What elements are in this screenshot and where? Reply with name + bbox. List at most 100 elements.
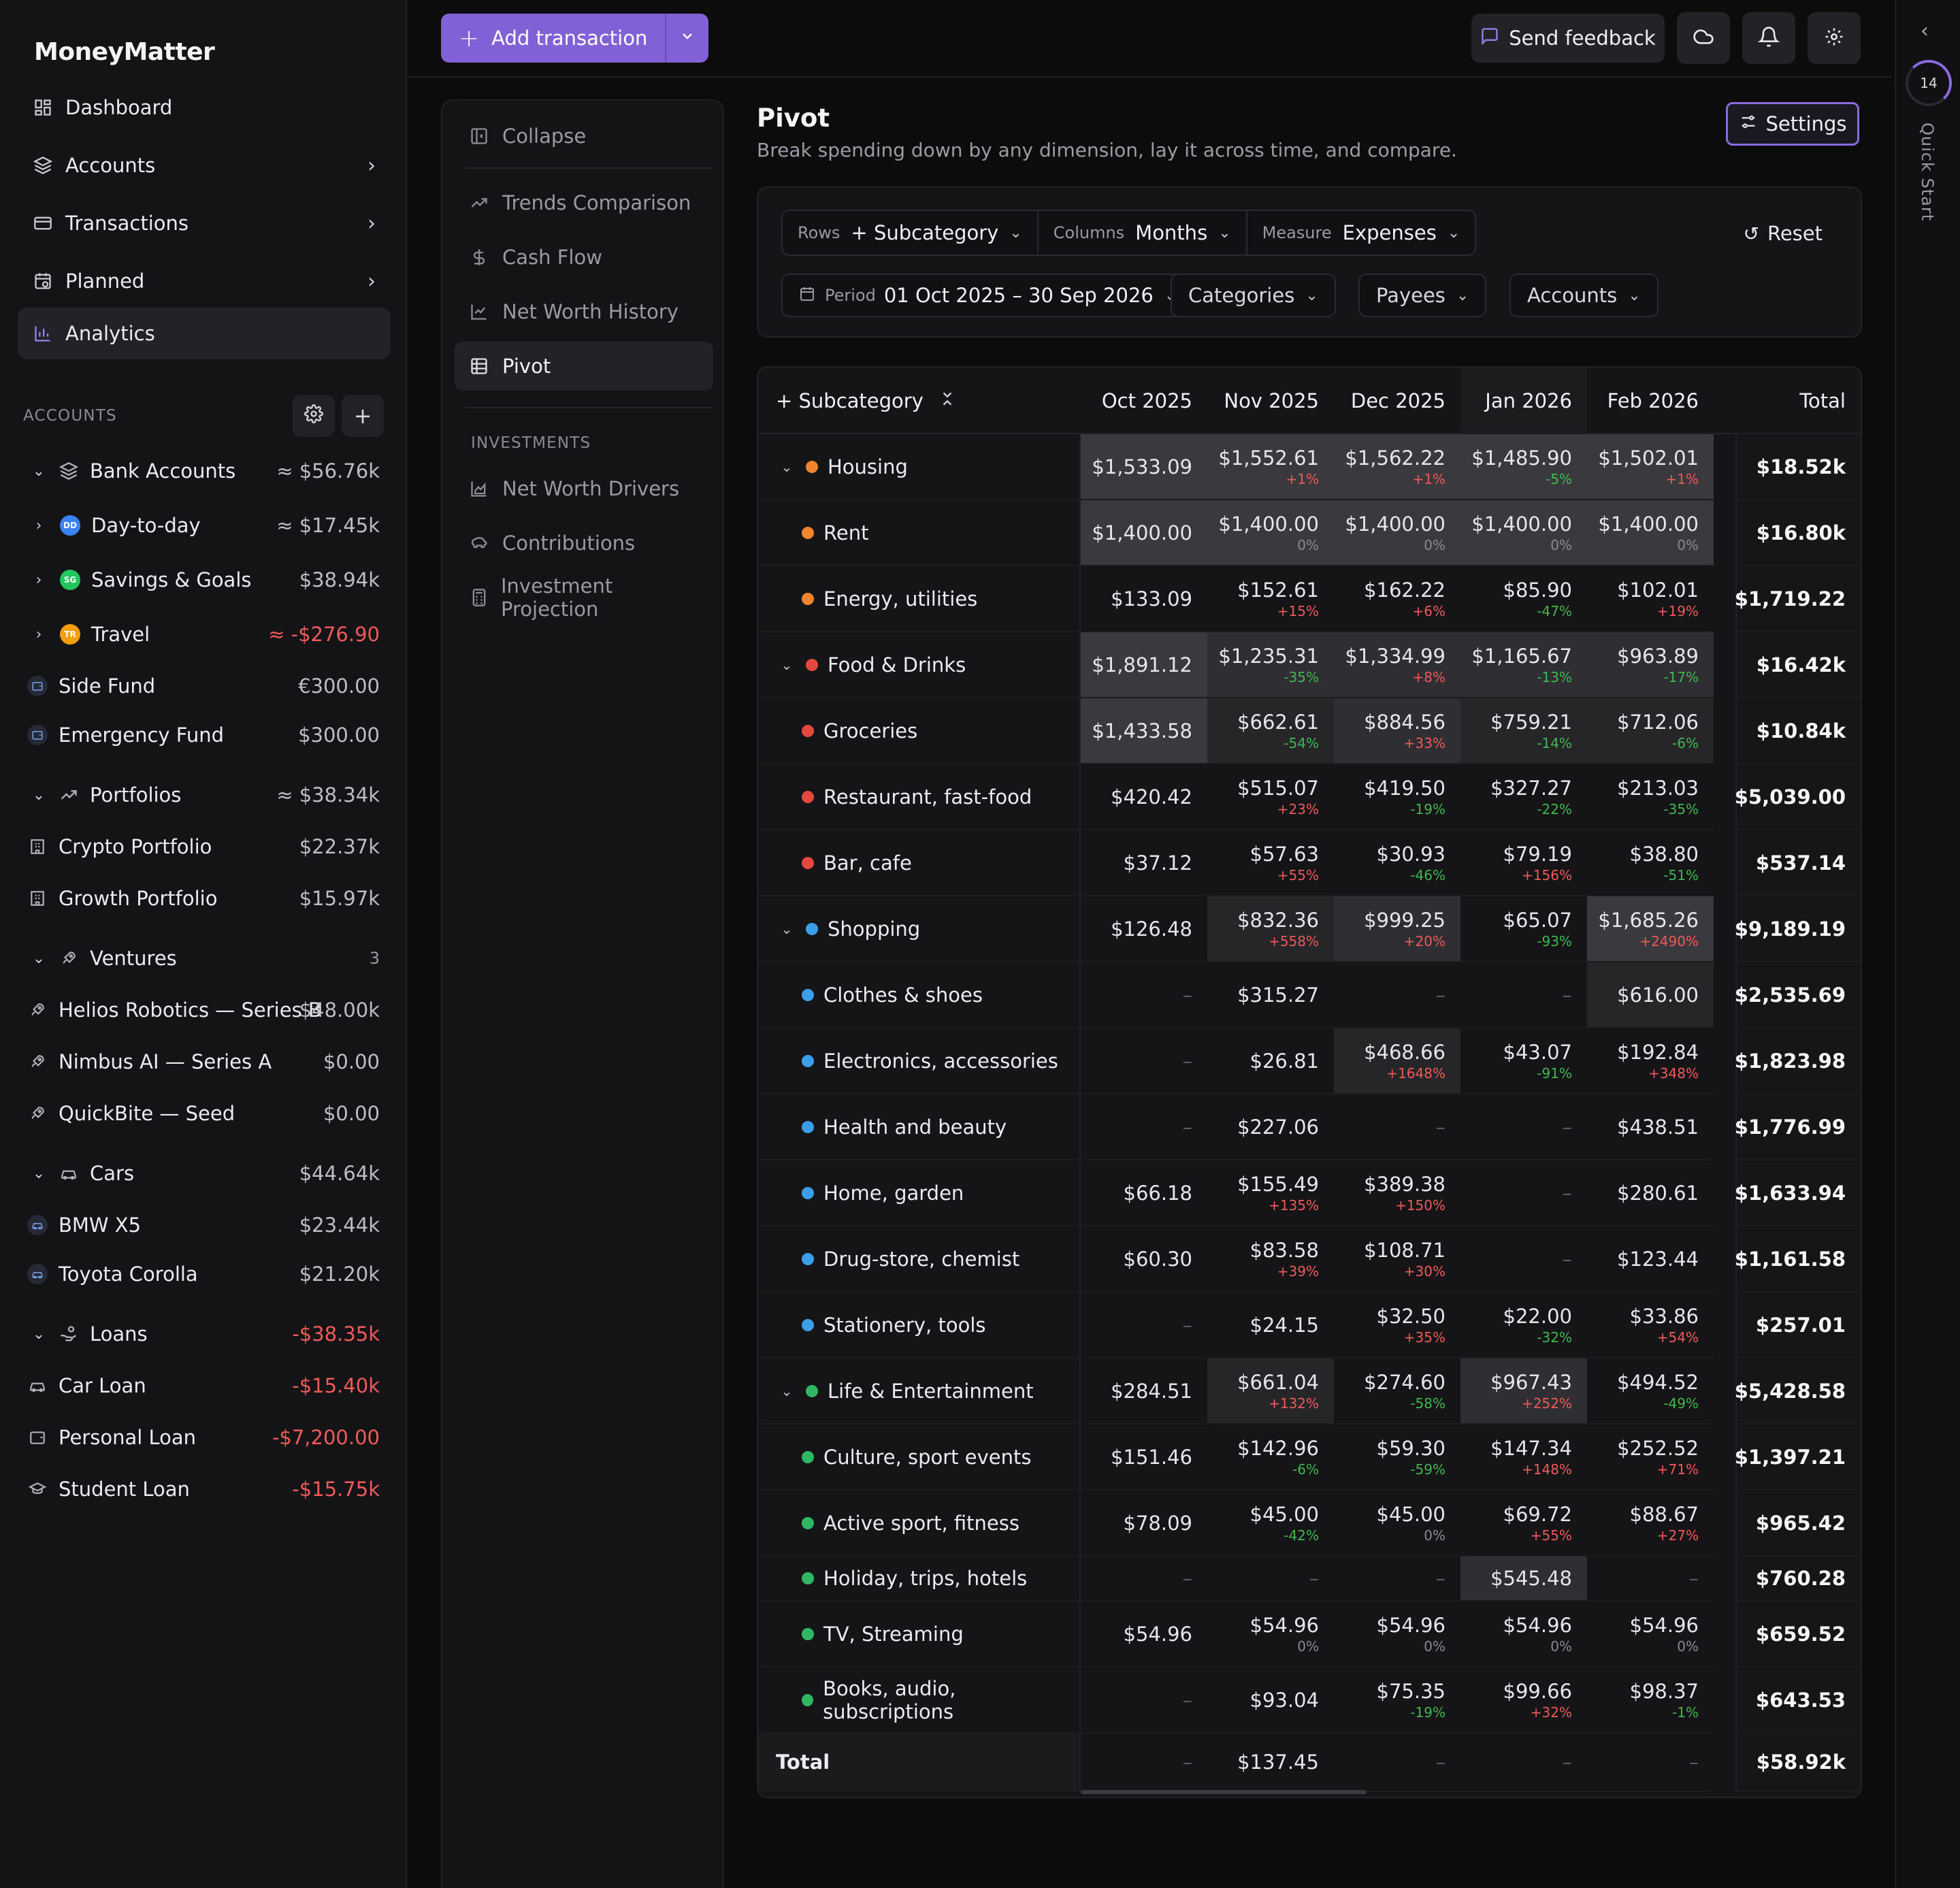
table-cell[interactable]: $999.25 +20% [1334,896,1460,962]
table-cell[interactable]: $123.44 [1587,1226,1714,1292]
table-group-row[interactable]: ⌄ Shopping $126.48 $832.36 +558% $999.25 +20% $… [758,896,1861,962]
table-row[interactable]: Clothes & shoes – $315.27 – – $616.00 $2,535.6… [758,962,1861,1028]
reset-button[interactable]: ↺ Reset [1744,222,1823,245]
accounts-settings-button[interactable] [293,395,335,437]
report-pivot[interactable]: Pivot [455,342,713,391]
table-cell[interactable]: $93.04 [1207,1667,1334,1734]
table-cell[interactable]: $45.00 0% [1334,1491,1460,1557]
chevron-right-icon[interactable]: › [35,571,42,589]
chevron-right-icon[interactable]: › [35,517,42,534]
table-cell[interactable]: $22.00 -32% [1460,1292,1587,1358]
table-cell[interactable]: $85.90 -47% [1460,566,1587,632]
table-cell[interactable]: $419.50 -19% [1334,764,1460,830]
table-cell[interactable]: $147.34 +148% [1460,1425,1587,1491]
table-cell[interactable]: $1,891.12 [1081,632,1207,698]
table-cell[interactable]: $54.96 0% [1587,1601,1714,1667]
column-header[interactable]: Dec 2025 [1350,389,1446,412]
chevron-down-icon[interactable]: ⌄ [32,1325,46,1343]
table-cell[interactable]: $967.43 +252% [1460,1358,1587,1425]
table-cell[interactable]: $274.60 -58% [1334,1358,1460,1425]
table-cell[interactable]: $151.46 [1081,1425,1207,1491]
table-cell[interactable]: $133.09 [1081,566,1207,632]
table-cell[interactable]: – [1587,1734,1714,1792]
table-cell[interactable]: $494.52 -49% [1587,1358,1714,1425]
quick-start-label[interactable]: Quick Start [1918,123,1937,222]
notifications-button[interactable] [1742,12,1795,64]
table-cell[interactable]: $252.52 +71% [1587,1425,1714,1491]
add-transaction-button[interactable]: + Add transaction [441,14,665,63]
table-cell[interactable]: $884.56 +33% [1334,698,1460,764]
table-cell[interactable]: $79.19 +156% [1460,830,1587,896]
table-cell[interactable]: $1,235.31 -35% [1207,632,1334,698]
account-item[interactable]: BMW X5 $23.44k [0,1205,407,1246]
account-item[interactable]: Side Fund €300.00 [0,666,407,706]
table-cell[interactable]: $1,334.99 +8% [1334,632,1460,698]
report-net-worth-drivers[interactable]: Net Worth Drivers [455,464,713,513]
table-cell[interactable]: $99.66 +32% [1460,1667,1587,1734]
table-row[interactable]: Groceries $1,433.58 $662.61 -54% $884.56 +33%… [758,698,1861,764]
table-cell[interactable]: $66.18 [1081,1160,1207,1226]
table-cell[interactable]: $1,400.00 0% [1207,500,1334,566]
table-cell[interactable]: $315.27 [1207,962,1334,1028]
table-cell[interactable]: $1,400.00 [1081,500,1207,566]
table-cell[interactable]: $88.67 +27% [1587,1491,1714,1557]
rows-select[interactable]: Rows + Subcategory ⌄ [783,211,1039,255]
account-group[interactable]: ⌄ Cars $44.64k [0,1153,407,1194]
table-cell[interactable]: $1,400.00 0% [1460,500,1587,566]
table-cell[interactable]: $1,533.09 [1081,434,1207,500]
table-group-row[interactable]: ⌄ Food & Drinks $1,891.12 $1,235.31 -35% $1,3… [758,632,1861,698]
report-net-worth-history[interactable]: Net Worth History [455,287,713,336]
table-row[interactable]: TV, Streaming $54.96 $54.96 0% $54.96 0% $54.9… [758,1601,1861,1667]
report-trends-comparison[interactable]: Trends Comparison [455,178,713,227]
table-row[interactable]: Culture, sport events $151.46 $142.96 -6% $5… [758,1425,1861,1491]
table-cell[interactable]: $1,552.61 +1% [1207,434,1334,500]
table-cell[interactable]: $83.58 +39% [1207,1226,1334,1292]
table-row[interactable]: Rent $1,400.00 $1,400.00 0% $1,400.00 0% $1,40… [758,500,1861,566]
account-item[interactable]: › SG Savings & Goals $38.94k [0,559,407,600]
table-cell[interactable]: – [1334,1734,1460,1792]
table-cell[interactable]: – [1081,962,1207,1028]
send-feedback-button[interactable]: Send feedback [1471,14,1665,63]
table-cell[interactable]: $1,562.22 +1% [1334,434,1460,500]
table-cell[interactable]: $54.96 0% [1334,1601,1460,1667]
table-cell[interactable]: $30.93 -46% [1334,830,1460,896]
table-cell[interactable]: $515.07 +23% [1207,764,1334,830]
table-cell[interactable]: $1,400.00 0% [1334,500,1460,566]
table-cell[interactable]: – [1081,1734,1207,1792]
table-cell[interactable]: $69.72 +55% [1460,1491,1587,1557]
account-item[interactable]: Emergency Fund $300.00 [0,715,407,755]
table-cell[interactable]: $43.07 -91% [1460,1028,1587,1094]
account-group[interactable]: ⌄ Loans -$38.35k [0,1314,407,1354]
account-item[interactable]: Toyota Corolla $21.20k [0,1254,407,1295]
account-item[interactable]: › TR Travel ≈ -$276.90 [0,614,407,655]
table-cell[interactable]: – [1460,1160,1587,1226]
period-filter[interactable]: Period 01 Oct 2025 – 30 Sep 2026 ⌄ [781,274,1195,317]
chevron-right-icon[interactable]: › [35,625,42,643]
add-transaction-dropdown[interactable] [665,14,708,63]
table-cell[interactable]: $227.06 [1207,1094,1334,1160]
table-cell[interactable]: $54.96 [1081,1601,1207,1667]
table-row[interactable]: Restaurant, fast-food $420.42 $515.07 +23% $… [758,764,1861,830]
categories-filter[interactable]: Categories ⌄ [1171,274,1336,317]
table-cell[interactable]: $60.30 [1081,1226,1207,1292]
column-header[interactable]: Jan 2026 [1460,368,1587,434]
table-cell[interactable]: $662.61 -54% [1207,698,1334,764]
table-cell[interactable]: – [1460,1734,1587,1792]
chevron-down-icon[interactable]: ⌄ [32,786,46,804]
table-cell[interactable]: $37.12 [1081,830,1207,896]
table-cell[interactable]: $26.81 [1207,1028,1334,1094]
columns-select[interactable]: Columns Months ⌄ [1039,211,1247,255]
table-cell[interactable]: $98.37 -1% [1587,1667,1714,1734]
settings-gear-button[interactable] [1808,12,1861,64]
table-cell[interactable]: $54.96 0% [1207,1601,1334,1667]
table-cell[interactable]: – [1587,1557,1714,1601]
table-row[interactable]: Active sport, fitness $78.09 $45.00 -42% $45… [758,1491,1861,1557]
table-row[interactable]: Bar, cafe $37.12 $57.63 +55% $30.93 -46% $79.1… [758,830,1861,896]
table-row[interactable]: Health and beauty – $227.06 – – $438.51 $1,776… [758,1094,1861,1160]
sync-button[interactable] [1677,12,1730,64]
table-row[interactable]: Electronics, accessories – $26.81 $468.66 +1… [758,1028,1861,1094]
account-item[interactable]: Growth Portfolio $15.97k [0,878,407,919]
table-cell[interactable]: $213.03 -35% [1587,764,1714,830]
row-dimension-header[interactable]: + Subcategory [776,368,956,434]
table-cell[interactable]: $759.21 -14% [1460,698,1587,764]
